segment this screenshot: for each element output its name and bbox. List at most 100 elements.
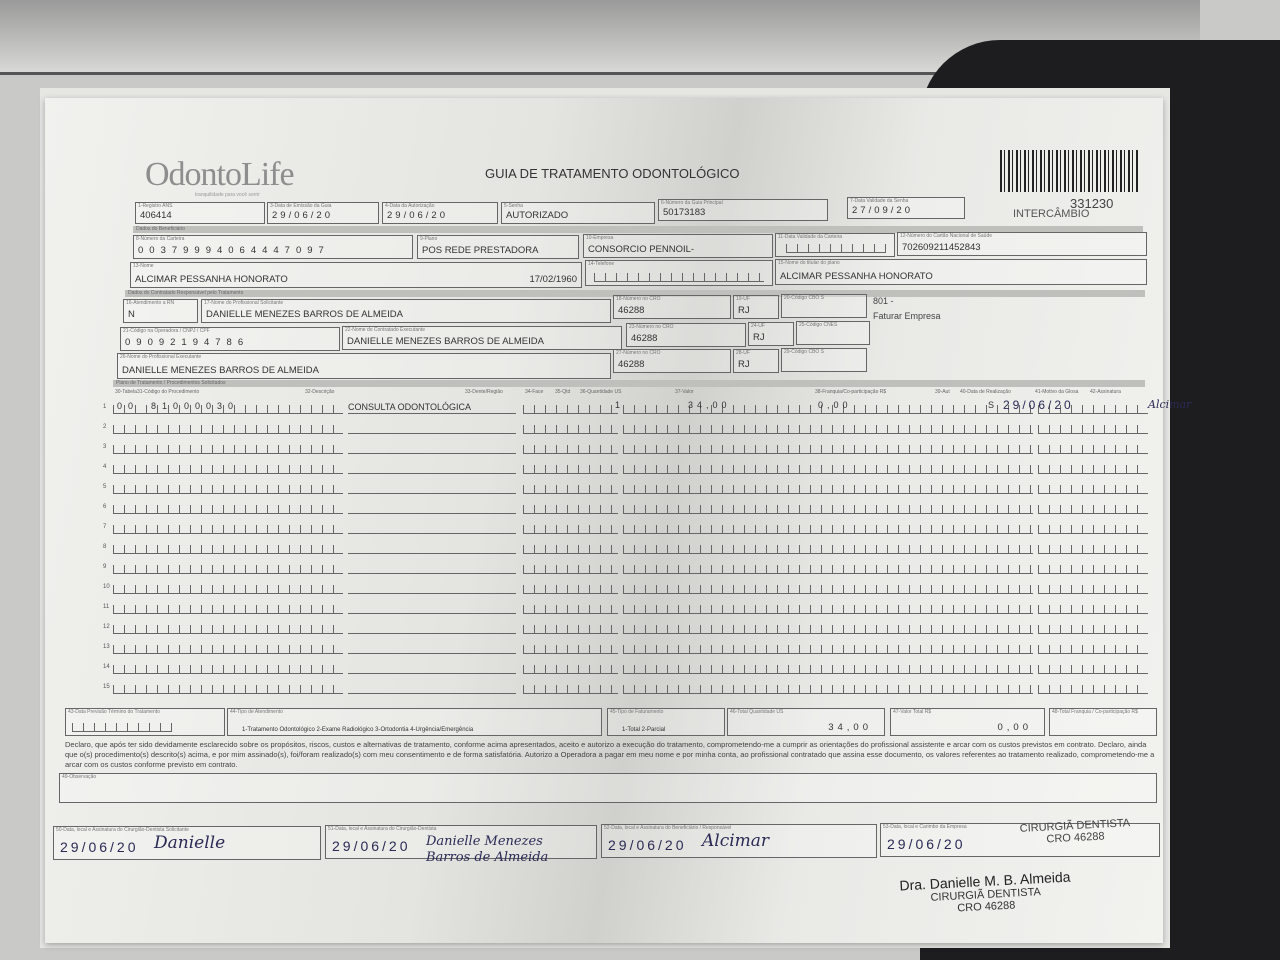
procedure-row[interactable]: 1 CONSULTA ODONTOLÓGICA 00 81000030 1 34,00 0,…: [103, 398, 1191, 418]
field-plano[interactable]: 9-Plano POS REDE PRESTADORA: [417, 235, 579, 259]
procedure-description[interactable]: [348, 622, 516, 634]
procedure-row[interactable]: 11: [103, 598, 1163, 618]
value: 0,00: [997, 722, 1032, 733]
procedure-description[interactable]: [348, 442, 516, 454]
field-titular[interactable]: 15-Nome do titular do plano ALCIMAR PESSA…: [775, 259, 1147, 285]
field-previsao-termino[interactable]: 43-Data Previsão Término do Tratamento: [65, 708, 225, 736]
section-beneficiario: Dados do Beneficiário: [133, 226, 1143, 233]
procedure-description[interactable]: [348, 662, 516, 674]
field-cro-27[interactable]: 27-Número no CRO 46288: [613, 349, 731, 373]
field-atendimento-rn[interactable]: 16-Atendimento a RN N: [123, 299, 198, 323]
value: DANIELLE MENEZES BARROS DE ALMEIDA: [347, 336, 544, 347]
field-cns[interactable]: 12-Número do Cartão Nacional de Saúde 702…: [897, 232, 1147, 256]
procedure-description[interactable]: [348, 642, 516, 654]
field-uf-24[interactable]: 24-UF RJ: [748, 322, 794, 346]
field-validade-carteira[interactable]: 11-Data Validade da Carteira: [775, 233, 895, 257]
procedure-row[interactable]: 10: [103, 578, 1163, 598]
label: 46-Total Quantidade US: [730, 709, 784, 715]
value: DANIELLE MENEZES BARROS DE ALMEIDA: [206, 309, 403, 320]
procedure-description[interactable]: [348, 482, 516, 494]
procedure-description[interactable]: [348, 582, 516, 594]
procedure-description[interactable]: [348, 462, 516, 474]
form-title: GUIA DE TRATAMENTO ODONTOLÓGICO: [485, 166, 740, 181]
field-uf-19[interactable]: 19-UF RJ: [733, 295, 779, 319]
procedure-description[interactable]: [348, 422, 516, 434]
procedure-description[interactable]: [348, 682, 516, 694]
field-tipo-faturamento[interactable]: 45-Tipo de Faturamento 1-Total 2-Parcial: [607, 708, 725, 736]
field-uf-28[interactable]: 28-UF RJ: [733, 349, 779, 373]
row-number: 4: [103, 464, 107, 470]
field-tipo-atendimento[interactable]: 44-Tipo de Atendimento 1-Tratamento Odont…: [227, 708, 602, 736]
procedure-qty: 1: [615, 400, 621, 410]
field-telefone[interactable]: 14-Telefone: [585, 260, 773, 286]
label: 23-Número no CRO: [629, 324, 674, 330]
row-number: 5: [103, 484, 107, 490]
row-number: 6: [103, 504, 107, 510]
procedure-description[interactable]: [348, 542, 516, 554]
section-contratado: Dados do Contratado Responsável pelo Tra…: [125, 290, 1145, 297]
procedure-row[interactable]: 9: [103, 558, 1163, 578]
field-guia-principal[interactable]: 6-Número da Guia Principal 50173183: [658, 199, 828, 221]
procedure-row[interactable]: 12: [103, 618, 1163, 638]
signature-field[interactable]: 50-Data, local e Assinatura do Cirurgião…: [53, 826, 321, 860]
field-cro-18[interactable]: 18-Número no CRO 46288: [613, 295, 731, 319]
field-nome[interactable]: 13-Nome ALCIMAR PESSANHA HONORATO 17/02/19…: [130, 262, 582, 288]
value: 00379994064447097: [138, 245, 330, 256]
column-header: 39-Aut: [935, 389, 950, 395]
field-cbo-20[interactable]: 20-Código CBO S: [781, 294, 867, 318]
label: 9-Plano: [420, 236, 438, 242]
procedure-row[interactable]: 5: [103, 478, 1163, 498]
procedure-row[interactable]: 6: [103, 498, 1163, 518]
field-cro-23[interactable]: 23-Número no CRO 46288: [626, 323, 746, 347]
label: 51-Data, local e Assinatura do Cirurgião…: [328, 826, 437, 832]
field-valor-total[interactable]: 47-Valor Total R$ 0,00: [890, 708, 1045, 736]
field-total-us[interactable]: 46-Total Quantidade US 34,00: [727, 708, 885, 736]
field-numero-carteira[interactable]: 8-Número da Carteira 00379994064447097: [133, 235, 413, 259]
procedure-description[interactable]: [348, 502, 516, 514]
field-validade-senha[interactable]: 7-Data Validade da Senha 27/09/20: [847, 197, 965, 219]
signature-field[interactable]: 52-Data, local e Assinatura do Beneficiá…: [601, 824, 877, 858]
column-header: 30-Tabela: [115, 389, 137, 395]
field-prof-executante[interactable]: 26-Nome do Profissional Executante DANIEL…: [117, 353, 611, 379]
label: 17-Nome do Profissional Solicitante: [204, 300, 284, 306]
signature: Danielle Menezes Barros de Almeida: [426, 834, 549, 865]
label: 26-Nome do Profissional Executante: [120, 354, 202, 360]
procedure-row[interactable]: 2: [103, 418, 1163, 438]
procedure-description[interactable]: [348, 562, 516, 574]
label: 48-Total Franquia / Co-participação R$: [1052, 709, 1138, 715]
header-code-label: INTERCÂMBIO: [1013, 208, 1090, 220]
field-cnes[interactable]: 25-Código CNES: [796, 321, 870, 345]
field-cbo-29[interactable]: 29-Código CBO S: [781, 348, 867, 372]
procedure-description[interactable]: [348, 602, 516, 614]
row-number: 14: [103, 664, 110, 670]
procedure-description[interactable]: CONSULTA ODONTOLÓGICA: [348, 402, 516, 414]
field-registro-ans[interactable]: 1-Registro ANS 406414: [135, 202, 265, 224]
signature: Alcimar: [702, 831, 770, 851]
procedure-row[interactable]: 14: [103, 658, 1163, 678]
field-total-franquia[interactable]: 48-Total Franquia / Co-participação R$: [1049, 708, 1157, 736]
signature-field[interactable]: 51-Data, local e Assinatura do Cirurgião…: [325, 825, 597, 865]
field-data-emissao[interactable]: 3-Data de Emissão da Guia 29/06/20: [267, 202, 379, 224]
label: 18-Número no CRO: [616, 296, 661, 302]
procedure-row[interactable]: 3: [103, 438, 1163, 458]
procedure-us: 34,00: [688, 400, 731, 410]
field-prof-solicitante[interactable]: 17-Nome do Profissional Solicitante DANIE…: [201, 299, 611, 323]
field-empresa[interactable]: 10-Empresa CONSORCIO PENNOIL-: [583, 234, 773, 258]
procedure-row[interactable]: 13: [103, 638, 1163, 658]
field-contratado-executante[interactable]: 22-Nome do Contratado Executante DANIELLE…: [342, 326, 622, 350]
field-observacao[interactable]: 49-Observação: [59, 773, 1157, 803]
label: 8-Número da Carteira: [136, 236, 185, 242]
field-senha[interactable]: 5-Senha AUTORIZADO: [501, 202, 655, 224]
field-data-autorizacao[interactable]: 4-Data da Autorização 29/06/20: [382, 202, 498, 224]
procedure-row[interactable]: 8: [103, 538, 1163, 558]
procedure-row[interactable]: 7: [103, 518, 1163, 538]
procedure-description[interactable]: [348, 522, 516, 534]
label: 28-UF: [736, 350, 750, 356]
procedure-date: 29/06/20: [1003, 398, 1074, 412]
procedure-row[interactable]: 15: [103, 678, 1163, 698]
field-codigo-operadora[interactable]: 21-Código na Operadora / CNPJ / CPF 09092…: [120, 327, 340, 351]
value: RJ: [738, 305, 750, 316]
row-number: 1: [103, 404, 107, 410]
procedure-row[interactable]: 4: [103, 458, 1163, 478]
signature-field[interactable]: 53-Data, local e Carimbo da Empresa 29/0…: [880, 823, 1160, 857]
